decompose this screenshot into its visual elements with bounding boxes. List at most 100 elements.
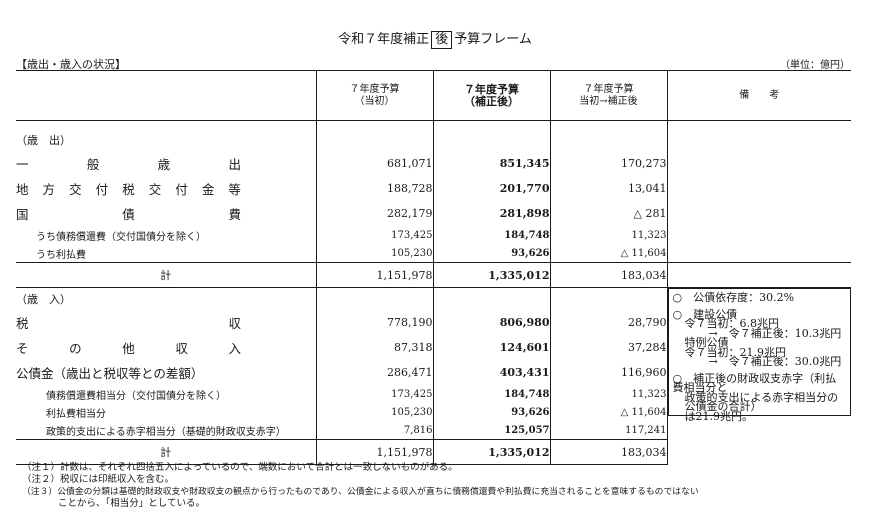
page-title: 令和７年度補正後予算フレーム (0, 28, 870, 49)
rev-total-diff-value: 183,034 (550, 439, 668, 465)
rev-interest-label: 利払費相当分 (16, 403, 317, 421)
section-heading: 【歳出・歳入の状況】 (16, 58, 126, 71)
other-init-value: 87,318 (316, 335, 434, 360)
revenue-total-row: 計 1,151,978 1,335,012 183,034 (16, 439, 851, 465)
table-row: 利払費相当分 105,230 93,626 △ 11,604 (16, 403, 851, 421)
rev-interest-init-value: 105,230 (316, 403, 434, 421)
revenue-section-row: （歳 入） ○ 公債依存度：30.2% ○ 建設公債 令７当初：6.8兆円 → … (16, 287, 851, 421)
interest-diff-value: △ 11,604 (550, 244, 668, 263)
tax-rev-value: 806,980 (432, 310, 551, 335)
remarks-bonds: ○ 建設公債 令７当初：6.8兆円 → 令７補正後：10.3兆円 特例公債 令７… (672, 307, 847, 368)
construction-bond-initial: 令７当初：6.8兆円 (684, 317, 780, 330)
special-bond-title: 特例公債 (684, 336, 729, 349)
table-row: 税収 778,190 806,980 28,790 (16, 310, 851, 335)
bonds-rev-value: 281,898 (432, 201, 551, 226)
header-difference: ７年度予算 当初→補正後 (549, 70, 668, 121)
local-allocation-label: 地方交付税交付金等 (16, 182, 241, 197)
expenditure-total-row: 計 1,151,978 1,335,012 183,034 (16, 262, 851, 288)
rev-redemption-init-value: 173,425 (316, 385, 434, 403)
header-initial: ７年度予算 （当初） (316, 70, 434, 121)
table-row: 政策的支出による赤字相当分（基礎的財政収支赤字） 7,816 125,057 1… (16, 421, 851, 440)
other-diff-value: 37,284 (550, 335, 668, 360)
rev-interest-diff-value: △ 11,604 (550, 403, 668, 421)
unit-label: （単位：億円） (780, 60, 850, 71)
remarks-deficit-note: ○ 補正後の財政収支赤字（利払費相当分と 政策的支出による赤字相当分の公債金の合… (672, 371, 847, 423)
deficit-diff-value: 117,241 (550, 421, 668, 440)
bond-revenue-label: 公債金（歳出と税収等との差額） (16, 360, 317, 385)
footnote-2: （注２）税収には印紙収入を含む。 (22, 474, 175, 485)
header-difference-line2: 当初→補正後 (579, 95, 638, 107)
bond-rev-value: 403,431 (432, 360, 551, 385)
redemption-diff-value: 11,323 (550, 226, 668, 244)
rev-interest-rev-value: 93,626 (432, 403, 551, 421)
table-row: 債務償還費相当分（交付国債分を除く） 173,425 184,748 11,32… (16, 385, 851, 403)
construction-bond-revised: → 令７補正後：10.3兆円 (708, 326, 842, 340)
remarks-box: ○ 公債依存度：30.2% ○ 建設公債 令７当初：6.8兆円 → 令７補正後：… (667, 288, 851, 421)
interest-init-value: 105,230 (316, 244, 434, 263)
exp-total-diff-value: 183,034 (550, 262, 668, 288)
table-row: 一般歳出 681,071 851,345 170,273 (16, 151, 851, 176)
rev-total-rev-value: 1,335,012 (432, 439, 551, 465)
footnote-1: （注１）計数は、それぞれ四捨五入によっているので、端数において合計とは一致しない… (22, 462, 458, 473)
header-initial-line2: （当初） (354, 95, 395, 107)
general-diff-value: 170,273 (550, 151, 668, 176)
table-row: うち債務償還費（交付国債分を除く） 173,425 184,748 11,323 (16, 226, 851, 244)
footnotes: （注１）計数は、それぞれ四捨五入によっているので、端数において合計とは一致しない… (22, 462, 699, 510)
general-rev-value: 851,345 (432, 151, 551, 176)
footnote-3-continuation: ことから、「相当分」としている。 (58, 498, 205, 509)
rev-redemption-rev-value: 184,748 (432, 385, 551, 403)
header-remarks: 備 考 (739, 89, 780, 101)
bond-diff-value: 116,960 (550, 360, 668, 385)
table-row: うち利払費 105,230 93,626 △ 11,604 (16, 244, 851, 263)
remarks-cell: ○ 公債依存度：30.2% ○ 建設公債 令７当初：6.8兆円 → 令７補正後：… (667, 288, 851, 465)
budget-frame-table: ７年度予算 （当初） ７年度予算 （補正後） ７年度予算 当初→補正後 備 考 … (16, 70, 851, 465)
tax-diff-value: 28,790 (550, 310, 668, 335)
rev-total-init-value: 1,151,978 (316, 439, 434, 465)
table-row: その他収入 87,318 124,601 37,284 (16, 335, 851, 360)
footnote-3: （注３）公債金の分類は基礎的財政収支や財政収支の観点から行ったものであり、公債金… (22, 487, 699, 497)
remarks-dependency: ○ 公債依存度：30.2% (672, 291, 795, 304)
local-diff-value: 13,041 (550, 176, 668, 201)
bonds-diff-value: △ 281 (550, 201, 668, 226)
interest-rev-value: 93,626 (432, 244, 551, 263)
header-revised-line1: ７年度予算 (464, 82, 519, 96)
table-row: 公債金（歳出と税収等との差額） 286,471 403,431 116,960 (16, 360, 851, 385)
tax-init-value: 778,190 (316, 310, 434, 335)
revenue-total-label: 計 (16, 439, 317, 465)
bond-init-value: 286,471 (316, 360, 434, 385)
exp-total-init-value: 1,151,978 (316, 262, 434, 288)
expenditure-section-row: （歳 出） (16, 129, 851, 151)
general-init-value: 681,071 (316, 151, 434, 176)
deficit-init-value: 7,816 (316, 421, 434, 440)
general-expenditure-label: 一般歳出 (16, 157, 241, 172)
title-boxed: 後 (431, 31, 453, 49)
table-row: 地方交付税交付金等 188,728 201,770 13,041 (16, 176, 851, 201)
deficit-rev-value: 125,057 (432, 421, 551, 440)
local-init-value: 188,728 (316, 176, 434, 201)
special-bond-initial: 令７当初：21.9兆円 (684, 345, 787, 359)
remarks-note-line3: は21.9兆円。 (684, 409, 754, 423)
revenue-section-label: （歳 入） (16, 287, 317, 310)
table-header-row: ７年度予算 （当初） ７年度予算 （補正後） ７年度予算 当初→補正後 備 考 (16, 70, 851, 121)
header-initial-line1: ７年度予算 (349, 83, 400, 95)
other-rev-value: 124,601 (432, 335, 551, 360)
deficit-label: 政策的支出による赤字相当分（基礎的財政収支赤字） (16, 421, 317, 440)
remarks-note-line1: ○ 補正後の財政収支赤字（利払費相当分と (672, 371, 837, 394)
interest-label: うち利払費 (16, 244, 317, 263)
header-label-cell (16, 70, 317, 121)
expenditure-total-label: 計 (16, 262, 317, 288)
construction-bond-title: ○ 建設公債 (672, 307, 738, 321)
header-revised: ７年度予算 （補正後） (432, 70, 551, 121)
redemption-rev-value: 184,748 (432, 226, 551, 244)
redemption-label: うち債務償還費（交付国債分を除く） (16, 226, 317, 244)
title-prefix: 令和７年度補正 (338, 32, 430, 47)
special-bond-revised: → 令７補正後：30.0兆円 (708, 355, 842, 368)
bonds-init-value: 282,179 (316, 201, 434, 226)
remarks-note-line2: 政策的支出による赤字相当分の公債金の合計） (684, 390, 839, 413)
header-revised-line2: （補正後） (464, 94, 519, 108)
tax-revenue-label: 税収 (16, 316, 241, 331)
title-suffix: 予算フレーム (454, 32, 532, 47)
other-revenue-label: その他収入 (16, 341, 241, 356)
local-rev-value: 201,770 (432, 176, 551, 201)
debt-service-label: 国債費 (16, 207, 241, 222)
